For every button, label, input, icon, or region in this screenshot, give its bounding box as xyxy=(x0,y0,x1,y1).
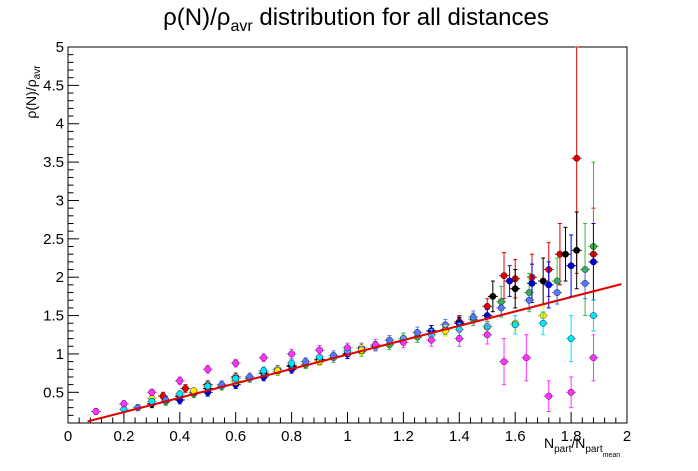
data-point xyxy=(483,331,491,339)
data-point xyxy=(92,408,100,415)
data-point xyxy=(539,319,547,327)
data-point xyxy=(344,344,351,352)
data-point xyxy=(288,359,295,367)
data-point xyxy=(590,354,597,362)
x-tick-label: 1.8 xyxy=(561,428,582,445)
data-point xyxy=(562,250,569,258)
data-point xyxy=(545,392,553,400)
data-point xyxy=(148,388,156,396)
fit-line-group xyxy=(87,283,622,423)
data-point xyxy=(232,375,240,382)
data-point xyxy=(204,382,212,390)
data-point xyxy=(522,354,530,362)
data-point xyxy=(288,350,295,358)
data-point xyxy=(316,346,323,354)
data-point xyxy=(204,365,212,373)
data-point xyxy=(553,289,561,296)
series-7 xyxy=(90,325,599,416)
y-tick-label: 1.5 xyxy=(43,308,64,325)
data-point xyxy=(232,359,240,367)
axes: 0 0.2 0.4 0.6 0.8 1 1.2 1.4 1.6 1.8 2 0.5 1 1.5 2 2.5 3 3… xyxy=(43,39,631,445)
data-point xyxy=(455,335,463,342)
x-tick-label: 0.6 xyxy=(225,428,246,445)
x-tick-label: 0 xyxy=(64,428,72,445)
y-tick-label: 4.5 xyxy=(43,77,64,94)
y-tick-label: 5 xyxy=(56,39,64,56)
x-axis-label: Npart/Npartmean xyxy=(544,435,620,459)
data-point xyxy=(120,400,128,408)
x-tick-label: 2 xyxy=(623,428,631,445)
y-tick-label: 2 xyxy=(56,269,64,286)
data-point xyxy=(573,154,581,162)
data-point xyxy=(567,388,575,396)
y-axis-label: ρ(N)/ρavr xyxy=(23,65,43,119)
x-tick-label: 0.2 xyxy=(113,428,134,445)
y-tick-label: 3 xyxy=(56,192,64,209)
data-point xyxy=(260,354,268,362)
data-point xyxy=(511,321,519,329)
data-point xyxy=(590,258,597,266)
x-tick-label: 1.6 xyxy=(505,428,526,445)
data-point xyxy=(176,377,184,385)
y-tick-label: 1 xyxy=(56,346,64,363)
data-point xyxy=(489,292,497,300)
data-point xyxy=(539,277,547,285)
data-point xyxy=(590,312,597,319)
data-point xyxy=(260,367,268,375)
data-point xyxy=(506,277,514,285)
data-point xyxy=(545,281,553,289)
data-point xyxy=(500,272,508,280)
y-tick-label: 2.5 xyxy=(43,231,64,248)
data-point xyxy=(581,279,589,287)
data-point xyxy=(483,302,491,310)
data-point xyxy=(469,313,477,321)
data-point xyxy=(511,285,519,293)
data-point xyxy=(573,246,581,254)
y-tick-label: 3.5 xyxy=(43,154,64,171)
data-point xyxy=(500,358,508,366)
x-tick-label: 1.4 xyxy=(449,428,470,445)
data-point xyxy=(567,335,575,342)
x-tick-label: 0.8 xyxy=(281,428,302,445)
data-point xyxy=(427,336,435,344)
chart-title: ρ(N)/ρavr distribution for all distances xyxy=(163,4,549,35)
y-tick-label: 4 xyxy=(56,116,64,133)
x-tick-label: 1.2 xyxy=(393,428,414,445)
data-point xyxy=(567,262,575,270)
fit-line xyxy=(87,283,622,423)
data-point xyxy=(525,296,533,304)
data-point xyxy=(413,329,421,336)
data-point xyxy=(528,279,536,287)
x-tick-label: 0.4 xyxy=(169,428,190,445)
data-point xyxy=(497,304,505,312)
y-tick-label: 0.5 xyxy=(43,384,64,401)
x-tick-label: 1 xyxy=(343,428,351,445)
data-point xyxy=(181,385,189,392)
data-point xyxy=(176,390,184,398)
